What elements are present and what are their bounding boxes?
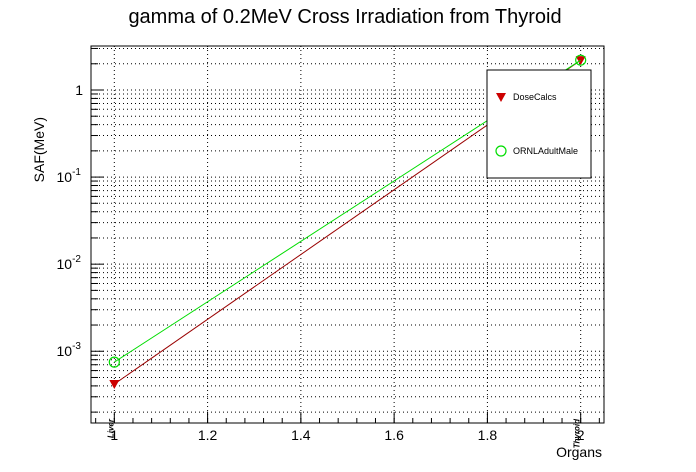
legend-box: [486, 69, 592, 179]
y-tick-base: 10: [57, 256, 73, 272]
legend-label-ornladultmale: ORNLAdultMale: [513, 146, 578, 156]
x-tick-label: 1.6: [384, 427, 404, 443]
x-tick-label: 2: [577, 427, 585, 443]
data-point-dosecalcs: [109, 380, 120, 390]
y-tick-label: 10-2: [57, 254, 82, 272]
data-point-ornladultmale: [108, 356, 120, 368]
y-tick-exponent: -3: [72, 341, 81, 352]
x-tick-label: 1.2: [198, 427, 218, 443]
organ-label: Liver: [106, 418, 115, 438]
legend-marker-ornladultmale: [495, 145, 507, 157]
organ-labels: Liver Thyroid: [106, 418, 581, 448]
plot-frame: [90, 45, 605, 424]
legend-marker-dosecalcs: [496, 93, 506, 102]
y-tick-base: 10: [57, 343, 73, 359]
y-tick-exponent: -1: [72, 167, 81, 178]
axis-layer: [91, 47, 600, 423]
y-tick-label: 1: [75, 82, 83, 98]
y-tick-exponent: -2: [72, 254, 81, 265]
y-tick-base: 10: [57, 169, 73, 185]
legend-entry-dosecalcs: DoseCalcs: [496, 92, 557, 102]
grid-layer: [91, 46, 604, 423]
y-axis-label: SAF(MeV): [31, 117, 47, 182]
x-tick-label: 1.4: [291, 427, 311, 443]
x-tick-labels: 1 1.2 1.4 1.6 1.8 2: [110, 427, 584, 443]
chart-title: gamma of 0.2MeV Cross Irradiation from T…: [128, 6, 561, 28]
x-axis-label: Organs: [556, 444, 602, 460]
organ-label: Thyroid: [573, 418, 582, 448]
legend-label-dosecalcs: DoseCalcs: [513, 92, 557, 102]
x-tick-label: 1.8: [478, 427, 498, 443]
data-point-ornladultmale: [575, 54, 587, 66]
y-tick-labels: 10-310-210-11: [57, 82, 84, 359]
y-tick-label: 10-3: [57, 341, 82, 359]
legend: DoseCalcs ORNLAdultMale: [486, 69, 592, 179]
x-tick-label: 1: [110, 427, 118, 443]
y-tick-label: 10-1: [57, 167, 82, 185]
legend-entry-ornladultmale: ORNLAdultMale: [495, 145, 578, 157]
